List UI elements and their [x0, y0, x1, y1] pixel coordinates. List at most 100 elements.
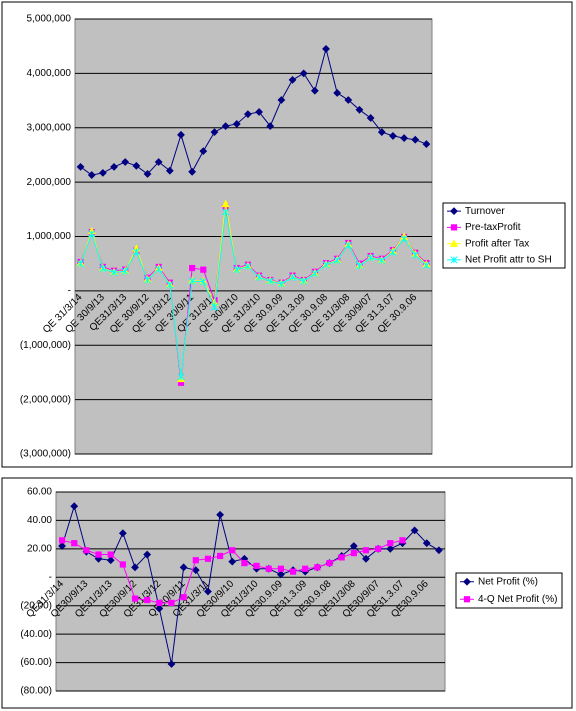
- data-point: [110, 162, 118, 171]
- data-point: [344, 96, 353, 104]
- data-point: [189, 264, 196, 272]
- legend-label: Pre-taxProfit: [465, 222, 521, 233]
- data-point: [300, 277, 308, 285]
- data-point: [228, 557, 237, 566]
- data-point: [177, 130, 185, 139]
- data-point: [265, 565, 272, 572]
- data-point: [88, 230, 96, 238]
- legend-marker: [463, 577, 471, 586]
- data-point: [156, 599, 163, 606]
- data-point: [199, 147, 208, 156]
- y-tick-label: (1,000,000): [20, 340, 71, 351]
- y-tick-label: 40.00: [27, 515, 52, 526]
- data-point: [83, 547, 90, 554]
- data-point: [229, 547, 236, 554]
- data-point: [255, 108, 263, 116]
- data-point: [143, 276, 152, 284]
- y-tick-label: 60.00: [27, 487, 52, 498]
- y-tick-label: (20.00): [20, 600, 52, 611]
- data-point: [221, 122, 230, 131]
- data-point: [144, 596, 151, 604]
- data-point: [289, 568, 297, 575]
- data-point: [177, 373, 185, 381]
- data-point: [389, 131, 397, 140]
- data-point: [204, 587, 212, 596]
- data-point: [310, 86, 319, 95]
- data-point: [333, 256, 341, 264]
- data-point: [118, 529, 127, 538]
- y-tick-label: (40.00): [20, 629, 52, 640]
- y-tick-label: 2,000,000: [27, 177, 72, 188]
- data-point: [422, 539, 431, 548]
- data-point: [350, 550, 357, 557]
- data-point: [422, 140, 431, 148]
- data-point: [244, 110, 252, 119]
- data-point: [217, 552, 224, 560]
- data-point: [95, 551, 102, 558]
- data-point: [132, 248, 140, 256]
- data-point: [362, 547, 370, 554]
- data-point: [119, 561, 126, 568]
- data-point: [386, 544, 395, 553]
- data-point: [180, 594, 187, 601]
- data-point: [400, 134, 409, 142]
- data-point: [355, 105, 364, 114]
- data-point: [200, 266, 207, 273]
- data-point: [277, 565, 284, 572]
- data-point: [121, 158, 130, 166]
- data-point: [435, 546, 443, 555]
- legend-marker: [463, 596, 471, 603]
- data-point: [378, 256, 386, 264]
- data-point: [244, 262, 252, 270]
- data-point: [167, 660, 176, 668]
- data-point: [199, 278, 207, 286]
- data-point: [389, 248, 397, 256]
- y-tick-label: -: [49, 572, 52, 583]
- plot-area: [55, 491, 446, 692]
- y-tick-label: 3,000,000: [27, 122, 72, 133]
- data-point: [191, 566, 200, 575]
- data-point: [253, 562, 260, 570]
- data-point: [326, 559, 333, 567]
- data-point: [131, 563, 139, 572]
- data-point: [71, 540, 78, 547]
- y-tick-label: 5,000,000: [27, 14, 72, 25]
- legend-label: Net Profit attr to SH: [465, 255, 552, 266]
- data-point: [410, 526, 419, 535]
- data-point: [58, 537, 66, 544]
- data-point: [399, 537, 406, 544]
- data-point: [188, 277, 196, 285]
- data-point: [314, 564, 321, 571]
- y-tick-label: (80.00): [20, 686, 52, 697]
- data-point: [166, 281, 174, 289]
- data-point: [366, 114, 375, 122]
- y-tick-label: -: [68, 286, 71, 297]
- data-point: [232, 120, 241, 128]
- y-tick-label: (3,000,000): [20, 449, 71, 460]
- y-tick-label: 4,000,000: [27, 68, 72, 79]
- data-point: [266, 122, 275, 131]
- data-point: [154, 158, 163, 166]
- data-point: [76, 162, 85, 171]
- data-point: [210, 303, 219, 311]
- data-point: [241, 559, 248, 567]
- data-point: [107, 551, 114, 558]
- data-point: [204, 555, 212, 562]
- data-point: [168, 599, 175, 606]
- y-tick-label: (60.00): [20, 657, 52, 668]
- data-point: [87, 171, 96, 179]
- data-point: [266, 277, 274, 285]
- data-point: [422, 261, 430, 269]
- data-point: [58, 542, 66, 550]
- data-point: [110, 268, 118, 276]
- data-point: [216, 510, 225, 519]
- data-point: [277, 280, 285, 288]
- legend-label: Profit after Tax: [465, 238, 529, 249]
- data-point: [143, 550, 152, 559]
- data-point: [121, 267, 129, 275]
- data-point: [277, 96, 286, 104]
- legend-label: Turnover: [465, 206, 505, 217]
- data-point: [387, 540, 394, 547]
- data-point: [367, 254, 375, 262]
